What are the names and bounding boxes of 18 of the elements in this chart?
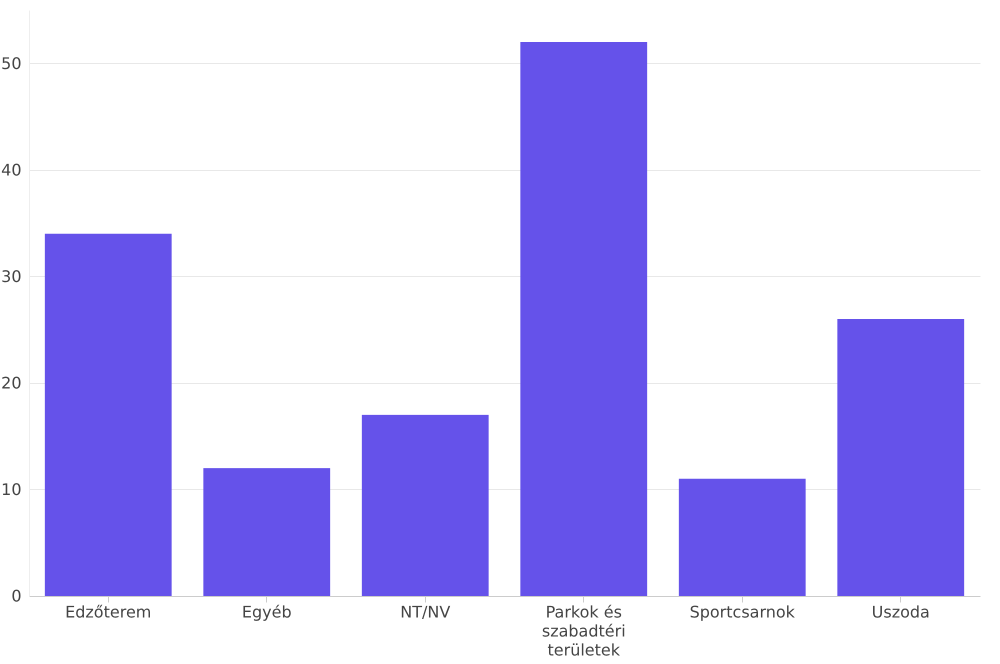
- x-tick-label: NT/NV: [400, 602, 450, 622]
- bar: [520, 42, 648, 596]
- y-tick-label: 10: [1, 480, 22, 499]
- bar: [203, 468, 330, 596]
- x-tick-label: Edzőterem: [65, 602, 152, 622]
- bar: [678, 478, 806, 596]
- x-tick-label: Sportcsarnok: [690, 602, 796, 622]
- bar: [362, 414, 489, 596]
- y-tick-label: 50: [1, 54, 22, 73]
- x-tick-label: Uszoda: [872, 602, 930, 622]
- y-tick-label: 20: [1, 373, 22, 392]
- x-tick-label: Parkok és szabadtéri területek: [542, 602, 626, 660]
- bar: [837, 318, 964, 596]
- y-tick-label: 0: [11, 586, 22, 606]
- bar: [44, 234, 172, 596]
- y-tick-label: 30: [1, 266, 22, 286]
- x-tick-label: Egyéb: [242, 602, 292, 622]
- y-tick-label: 40: [1, 160, 22, 180]
